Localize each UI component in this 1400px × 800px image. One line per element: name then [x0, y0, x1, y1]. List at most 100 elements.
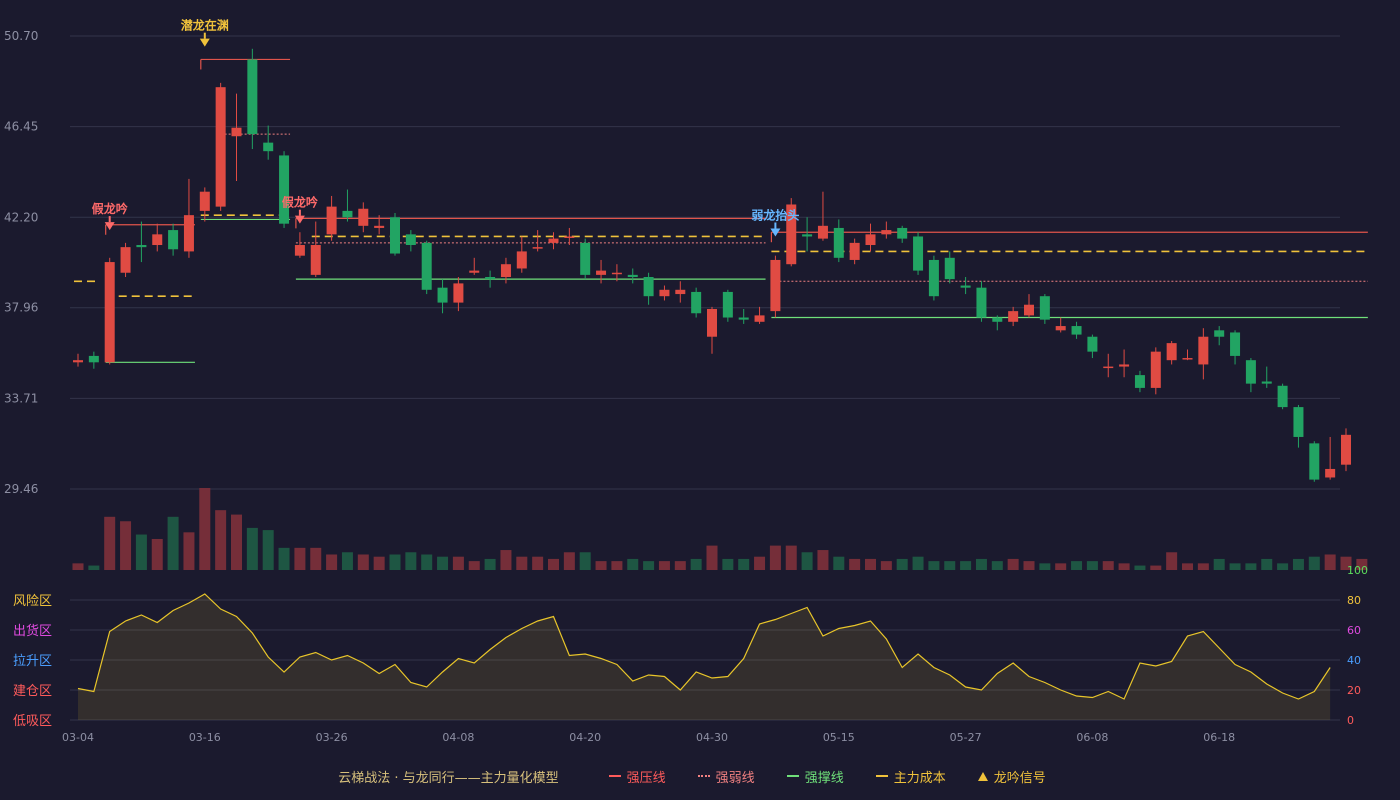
date-tick-label: 05-15 [823, 731, 855, 744]
candle-body [374, 225, 385, 228]
candle-body [1182, 358, 1193, 360]
candle-body [73, 360, 83, 363]
candle-body [1087, 336, 1098, 352]
candle-body [532, 247, 543, 249]
candle-body [1103, 366, 1114, 369]
candle-body [1166, 343, 1177, 361]
oscillator-panel [77, 593, 1331, 720]
price-tick-label: 29.46 [4, 482, 38, 496]
volume-bar [658, 561, 670, 570]
volume-bar [1324, 554, 1336, 570]
volume-bar [706, 545, 718, 570]
legend-title: 云梯战法 · 与龙同行——主力量化模型 [338, 770, 559, 786]
candle-body [643, 277, 654, 297]
volume-bar [643, 561, 655, 570]
candle-body [152, 234, 163, 246]
volume-bar [928, 561, 940, 570]
legend-signal: 龙吟信号 [977, 767, 1046, 786]
candle-body [675, 289, 686, 295]
volume-bar [944, 561, 956, 570]
signal-label: 假龙吟 [92, 201, 128, 216]
osc-tick-label: 80 [1347, 594, 1361, 607]
candle-body [1024, 304, 1034, 316]
date-tick-label: 05-27 [950, 731, 982, 744]
osc-zone-label: 低吸区 [13, 714, 52, 729]
candle-body [1245, 360, 1256, 384]
volume-bar [1261, 558, 1273, 570]
volume-bar [246, 527, 258, 570]
price-tick-label: 33.71 [4, 391, 38, 405]
candle-body [596, 270, 607, 275]
volume-bar [262, 530, 274, 570]
volume-bar [1102, 561, 1114, 570]
volume-bar [104, 516, 116, 570]
candle-body [1230, 332, 1241, 356]
candle-body [564, 236, 575, 238]
price-axis: 50.70 46.45 42.20 37.96 33.71 29.46 [4, 29, 38, 496]
osc-line [77, 593, 1331, 700]
legend-support-line: 强撑线 [786, 767, 844, 786]
candle-body [310, 245, 321, 275]
candle-body [580, 242, 591, 275]
volume-bar [579, 552, 591, 570]
candle-body [469, 270, 480, 273]
osc-zone-label: 出货区 [13, 623, 52, 639]
volume-bar [1277, 563, 1289, 570]
candle-body [1309, 443, 1320, 480]
volume-bar [912, 556, 924, 570]
legend: 云梯战法 · 与龙同行——主力量化模型 强压线 强弱线 强撑线 主力成本 龙吟信… [0, 766, 1400, 786]
candle-body [992, 317, 1003, 322]
candle-body [104, 262, 115, 363]
date-tick-label: 04-08 [442, 731, 474, 744]
candle-body [548, 238, 559, 243]
candle-body [516, 251, 527, 269]
candle-body [1341, 434, 1351, 465]
candle-body [88, 355, 99, 363]
candle-body [342, 210, 353, 218]
volume-bar [722, 558, 734, 570]
candle-body [627, 274, 638, 278]
signal-label: 假龙吟 [282, 195, 318, 210]
volume-bar [231, 514, 242, 570]
candle-body [738, 317, 749, 320]
volume-bar [373, 556, 385, 570]
candle-body [865, 234, 876, 246]
volume-bar [310, 547, 322, 570]
candle-body [453, 283, 464, 303]
candle-body [1039, 296, 1050, 320]
candle-body [437, 287, 448, 303]
signal-arrow-icon [294, 215, 305, 224]
volume-bar [1356, 558, 1368, 570]
candle-body [913, 236, 924, 271]
volume-bar [1118, 563, 1130, 570]
volume-bar [135, 534, 147, 570]
signal-label: 潜龙在渊 [181, 18, 229, 33]
candle-body [849, 242, 860, 260]
signal-arrow-icon [104, 222, 115, 231]
candle-body [1214, 330, 1225, 337]
volume-bar [1292, 558, 1304, 570]
volume-bar [421, 554, 433, 570]
date-axis: 03-04 03-16 03-26 04-08 04-20 04-30 05-15 05-27… [62, 731, 1235, 744]
signal-label: 弱龙抬头 [751, 207, 799, 222]
volume-bar [1166, 552, 1178, 570]
candle-body [897, 227, 908, 239]
candle-body [1198, 336, 1209, 365]
volume-bar [532, 556, 544, 570]
volume-bar [1245, 563, 1257, 570]
date-tick-label: 04-30 [696, 731, 728, 744]
candle-body [168, 230, 179, 250]
volume-bar [1182, 563, 1193, 570]
volume-bar [1134, 565, 1146, 570]
candle-body [754, 315, 765, 322]
osc-tick-label: 40 [1347, 654, 1361, 667]
candle-body [215, 87, 226, 207]
date-tick-label: 03-04 [62, 731, 94, 744]
volume-bar [1308, 556, 1320, 570]
level-lines [74, 58, 1368, 363]
triangle-icon [977, 771, 988, 781]
legend-weak-line: 强弱线 [697, 767, 755, 786]
osc-zone-label: 风险区 [13, 594, 52, 609]
